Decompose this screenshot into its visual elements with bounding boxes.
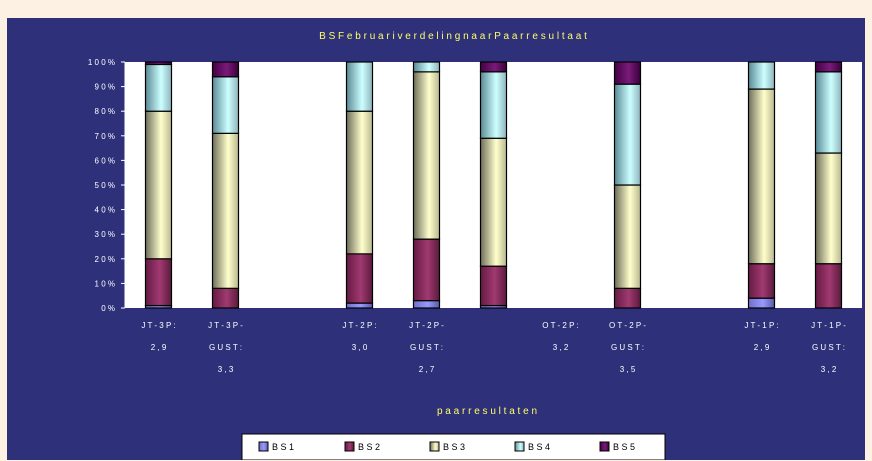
y-tick-label: 0 % (101, 304, 115, 313)
y-tick-label: 4 0 % (95, 206, 115, 215)
bar-segment-1 (345, 302, 374, 309)
y-axis: 0 % 1 0 % 2 0 % 3 0 % 4 0 % 5 0 % 6 0 % 7 0 % 8 … (88, 58, 126, 313)
bar-segment-4 (345, 61, 374, 112)
bar-segment-2 (412, 238, 441, 302)
legend-label: B S 3 (443, 442, 465, 452)
x-tick-label: J T - 2 P -G U S T :2 , 7 (409, 321, 444, 374)
bar-segment-2 (814, 263, 843, 309)
bar-segment-4 (747, 61, 776, 90)
x-tick-label: J T - 3 P -G U S T :3 , 3 (208, 321, 243, 374)
legend-swatch (599, 441, 610, 452)
y-tick-label: 1 0 % (95, 279, 115, 288)
bar-segment-5 (814, 61, 843, 73)
y-tick-label: 1 0 0 % (88, 58, 115, 67)
bar-segment-4 (479, 71, 508, 139)
legend-swatch (429, 441, 440, 452)
bar-segment-3 (747, 88, 776, 265)
bar-segment-3 (412, 71, 441, 240)
bar-segment-3 (814, 152, 843, 265)
x-axis-title: p a a r r e s u l t a t e n (437, 406, 537, 417)
y-tick-label: 8 0 % (95, 107, 115, 116)
legend-swatch (258, 441, 269, 452)
bar-segment-2 (747, 263, 776, 299)
bar-segment-4 (814, 71, 843, 154)
bar-segment-2 (144, 258, 173, 307)
bar-segment-5 (613, 61, 642, 85)
x-tick-label: J T - 2 P :3 , 0 (342, 321, 376, 352)
bars (144, 61, 843, 309)
bar-segment-4 (211, 76, 240, 134)
legend-swatch (514, 441, 525, 452)
bar-segment-2 (479, 265, 508, 307)
bar-segment-3 (144, 110, 173, 260)
bar-segment-4 (412, 61, 441, 73)
bar-segment-4 (144, 63, 173, 112)
x-tick-label: J T - 1 P :2 , 9 (744, 321, 778, 352)
y-tick-label: 9 0 % (95, 83, 115, 92)
bar-segment-5 (211, 61, 240, 78)
bar-segment-2 (211, 287, 240, 309)
x-tick-label: O T - 2 P -G U S T :3 , 5 (609, 321, 646, 374)
x-tick-label: J T - 3 P :2 , 9 (141, 321, 175, 352)
y-tick-label: 3 0 % (95, 230, 115, 239)
x-tick-labels: J T - 3 P :2 , 9 J T - 3 P -G U S T :3 , … (141, 321, 846, 374)
legend-label: B S 2 (358, 442, 380, 452)
chart: B S F e b r u a r i v e r d e l i n g n … (88, 31, 862, 460)
y-tick-label: 7 0 % (95, 132, 115, 141)
legend-swatch (344, 441, 355, 452)
bar-segment-4 (613, 83, 642, 186)
chart-frame: B S F e b r u a r i v e r d e l i n g n … (7, 18, 865, 460)
bar-segment-1 (747, 297, 776, 309)
bar-segment-3 (345, 110, 374, 255)
bar-segment-3 (613, 184, 642, 289)
x-tick-label: J T - 1 P -G U S T :3 , 2 (811, 321, 846, 374)
legend-label: B S 5 (613, 442, 635, 452)
y-tick-label: 2 0 % (95, 255, 115, 264)
chart-title: B S F e b r u a r i v e r d e l i n g n … (319, 31, 587, 42)
y-tick-label: 5 0 % (95, 181, 115, 190)
bar-segment-3 (211, 132, 240, 289)
y-tick-label: 6 0 % (95, 156, 115, 165)
legend-label: B S 1 (272, 442, 294, 452)
legend-label: B S 4 (528, 442, 550, 452)
bar-segment-2 (345, 253, 374, 304)
legend: B S 1 B S 2 B S 3 B S 4 B S 5 (241, 433, 666, 460)
x-tick-label: O T - 2 P :3 , 2 (542, 321, 578, 352)
bar-segment-5 (144, 61, 173, 66)
bar-segment-1 (412, 300, 441, 309)
bar-segment-2 (613, 287, 642, 309)
bar-segment-3 (479, 137, 508, 267)
bar-segment-5 (479, 61, 508, 73)
